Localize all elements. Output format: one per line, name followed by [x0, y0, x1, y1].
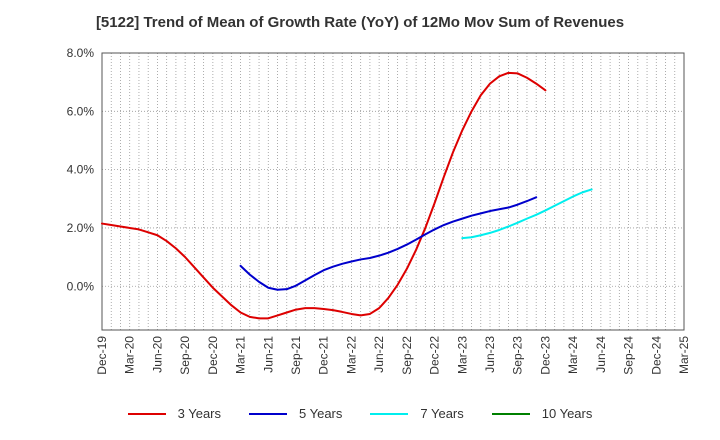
- legend-swatch: [249, 412, 287, 415]
- legend-item: 10 Years: [491, 406, 593, 421]
- x-tick-label: Sep-23: [511, 336, 525, 375]
- x-tick-label: Dec-19: [95, 336, 109, 375]
- x-tick-label: Sep-22: [400, 336, 414, 375]
- x-tick-label: Jun-22: [372, 336, 386, 373]
- legend: 3 Years 5 Years 7 Years 10 Years: [0, 406, 720, 421]
- x-tick-label: Jun-21: [261, 336, 275, 373]
- x-tick-label: Mar-24: [566, 336, 580, 374]
- legend-item: 3 Years: [127, 406, 221, 421]
- series-line-7-years: [461, 188, 593, 240]
- x-tick-label: Sep-24: [622, 336, 636, 375]
- grid-layer: [102, 52, 684, 330]
- y-tick-label: 2.0%: [67, 221, 95, 235]
- x-tick-label: Sep-21: [289, 336, 303, 375]
- x-tick-label: Dec-23: [538, 336, 552, 375]
- y-tick-label: 6.0%: [67, 104, 95, 118]
- legend-swatch: [127, 412, 166, 415]
- legend-label: 3 Years: [177, 406, 221, 421]
- x-tick-label: Dec-21: [317, 336, 331, 375]
- x-tick-label: Mar-20: [123, 336, 137, 374]
- legend-item: 5 Years: [249, 406, 342, 421]
- x-tick-label: Mar-21: [234, 336, 248, 374]
- x-tick-label: Sep-20: [178, 336, 192, 375]
- legend-swatch: [370, 412, 409, 415]
- series-line-5-years: [239, 196, 538, 291]
- series-line-3-years: [101, 71, 547, 320]
- x-tick-label: Jun-20: [150, 336, 164, 373]
- y-tick-label: 0.0%: [67, 279, 95, 293]
- legend-swatch: [491, 412, 530, 415]
- x-tick-label: Jun-24: [594, 336, 608, 373]
- x-tick-label: Mar-22: [344, 336, 358, 374]
- label-layer: 0.0% 2.0% 4.0% 6.0% 8.0% Dec-19 Mar-20 Jun-20 Se…: [67, 46, 691, 375]
- legend-label: 5 Years: [299, 406, 343, 421]
- x-tick-label: Jun-23: [483, 336, 497, 373]
- x-tick-label: Dec-24: [649, 336, 663, 375]
- y-tick-label: 8.0%: [67, 46, 95, 60]
- x-tick-label: Mar-23: [455, 336, 469, 374]
- y-tick-label: 4.0%: [67, 163, 95, 177]
- chart-title: [5122] Trend of Mean of Growth Rate (YoY…: [95, 14, 625, 31]
- legend-label: 7 Years: [420, 406, 464, 421]
- legend-item: 7 Years: [370, 406, 464, 421]
- legend-label: 10 Years: [541, 406, 593, 421]
- x-tick-label: Dec-20: [206, 336, 220, 375]
- x-tick-label: Dec-22: [428, 336, 442, 375]
- x-tick-label: Mar-25: [677, 336, 691, 374]
- axis-layer: [101, 52, 685, 331]
- series-layer: [101, 71, 593, 320]
- plot-frame: [101, 52, 685, 331]
